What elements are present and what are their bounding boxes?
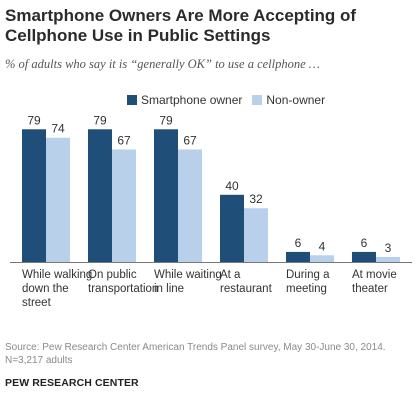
bar-nonowner-3 xyxy=(244,208,268,262)
data-label-owner-4: 6 xyxy=(295,236,302,250)
bar-nonowner-5 xyxy=(376,256,400,262)
category-label-1: On public transportation xyxy=(88,269,158,295)
category-label-5: At movie theater xyxy=(352,269,397,295)
bar-nonowner-1 xyxy=(112,149,136,262)
legend-label-nonowner: Non-owner xyxy=(266,93,326,107)
category-label-2: While waiting in line xyxy=(154,269,222,295)
data-label-nonowner-1: 67 xyxy=(117,133,131,147)
data-label-owner-3: 40 xyxy=(225,179,239,193)
legend-swatch-nonowner xyxy=(252,95,263,105)
data-label-nonowner-0: 74 xyxy=(51,122,65,136)
data-label-nonowner-3: 32 xyxy=(249,192,263,206)
data-label-nonowner-5: 3 xyxy=(385,241,392,255)
bar-owner-0 xyxy=(22,129,46,262)
category-label-3: At a restaurant xyxy=(220,269,273,295)
legend-swatch-owner xyxy=(127,95,137,105)
data-label-owner-5: 6 xyxy=(361,236,368,250)
bar-nonowner-4 xyxy=(310,255,334,262)
legend-label-owner: Smartphone owner xyxy=(141,93,243,107)
bar-nonowner-0 xyxy=(46,137,70,262)
legend-item-nonowner: Non-owner xyxy=(252,93,325,107)
bar-nonowner-2 xyxy=(178,149,202,262)
source-note: Source: Pew Research Center American Tre… xyxy=(5,342,386,366)
data-label-owner-2: 79 xyxy=(159,113,173,127)
data-label-nonowner-2: 67 xyxy=(183,133,197,147)
chart-title: Smartphone Owners Are More Accepting of … xyxy=(5,6,357,45)
footer-brand: PEW RESEARCH CENTER xyxy=(5,377,139,389)
data-label-owner-0: 79 xyxy=(27,113,41,127)
data-label-owner-1: 79 xyxy=(93,113,107,127)
legend-item-owner: Smartphone owner xyxy=(127,93,242,107)
bar-owner-1 xyxy=(88,129,112,262)
category-label-4: During a meeting xyxy=(286,269,330,295)
legend: Smartphone owner Non-owner xyxy=(127,93,335,107)
category-label-0: While walking down the street xyxy=(22,269,92,309)
bar-chart: 79 74 While walking down the street 79 67 On pu… xyxy=(10,113,412,309)
bar-owner-5 xyxy=(352,251,376,262)
bar-owner-4 xyxy=(286,251,310,262)
chart-subtitle: % of adults who say it is “generally OK”… xyxy=(5,57,320,71)
bar-owner-3 xyxy=(220,194,244,262)
bar-owner-2 xyxy=(154,129,178,262)
data-label-nonowner-4: 4 xyxy=(319,239,326,253)
